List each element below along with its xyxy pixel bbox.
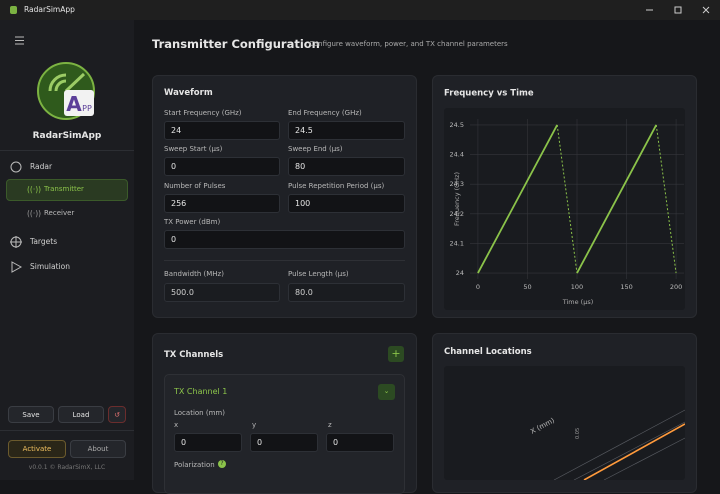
window-title: RadarSimApp xyxy=(24,5,75,14)
axis-tick: 0.05 xyxy=(575,428,581,439)
field-input[interactable]: 24 xyxy=(164,121,280,140)
logo-pp: PP xyxy=(82,104,92,113)
page-title: Transmitter Configuration xyxy=(152,37,320,51)
menu-icon[interactable] xyxy=(14,36,26,46)
nav-selected[interactable] xyxy=(6,179,128,201)
y-tick-label: 24.5 xyxy=(450,121,464,129)
about-button[interactable]: About xyxy=(70,440,126,458)
help-icon[interactable]: ? xyxy=(218,460,226,468)
location-label: Location (mm) xyxy=(174,409,225,417)
version: v0.0.1 © RadarSimX, LLC xyxy=(28,464,106,471)
x-tick-label: 150 xyxy=(620,283,632,291)
radar-icon xyxy=(10,161,22,173)
collapse-button[interactable]: ⌄ xyxy=(378,384,395,400)
waveform-title: Waveform xyxy=(164,88,213,98)
x-tick-label: 100 xyxy=(571,283,583,291)
x-axis-label: Time (μs) xyxy=(562,298,594,306)
field-input[interactable]: 256 xyxy=(164,194,280,213)
divider xyxy=(0,150,134,151)
field-input[interactable]: 80 xyxy=(288,157,405,176)
channel-name: TX Channel 1 xyxy=(174,387,228,396)
3d-plot: X (mm) 0.05 xyxy=(444,366,685,480)
nav-radar[interactable]: Radar xyxy=(30,162,53,171)
nav-receiver-icon: ((·)) xyxy=(27,209,42,218)
field-label: End Frequency (GHz) xyxy=(288,109,362,117)
field-input[interactable]: 0 xyxy=(164,157,280,176)
reset-button[interactable]: ↺ xyxy=(108,406,126,423)
y-tick-label: 24.1 xyxy=(450,239,464,247)
nav-simulation[interactable]: Simulation xyxy=(30,262,70,271)
app-icon xyxy=(10,6,17,14)
axis-label: x xyxy=(174,421,179,429)
frequency-segment xyxy=(556,124,578,274)
axis-label: y xyxy=(252,421,257,429)
field-readonly: 500.0 xyxy=(164,283,280,302)
field-label: Bandwidth (MHz) xyxy=(164,270,224,278)
logo: A PP xyxy=(37,62,95,120)
channel-locations-title: Channel Locations xyxy=(444,347,532,357)
field-label: Number of Pulses xyxy=(164,182,226,190)
field-input[interactable]: 100 xyxy=(288,194,405,213)
logo-a: A xyxy=(66,92,82,116)
window-controls[interactable] xyxy=(640,0,720,20)
add-channel-button[interactable]: + xyxy=(388,346,404,362)
field-readonly: 80.0 xyxy=(288,283,405,302)
plot-background xyxy=(444,108,685,310)
y-tick-label: 24.2 xyxy=(450,210,464,218)
frequency-segment xyxy=(576,124,658,274)
x-tick-label: 0 xyxy=(476,283,480,291)
x-tick-label: 50 xyxy=(523,283,531,291)
simulation-icon xyxy=(11,261,22,273)
field-label: Sweep End (μs) xyxy=(288,145,343,153)
save-button[interactable]: Save xyxy=(8,406,54,423)
frequency-segment xyxy=(477,124,558,274)
y-tick-label: 24 xyxy=(456,269,464,277)
location-input[interactable]: 0 xyxy=(174,433,242,452)
field-label: Pulse Repetition Period (μs) xyxy=(288,182,385,190)
page-subtitle: Configure waveform, power, and TX channe… xyxy=(309,40,508,48)
y-axis-label: Frequency (GHz) xyxy=(453,172,461,226)
y-tick-label: 24.3 xyxy=(450,180,464,188)
frequency-segment xyxy=(655,124,677,274)
location-input[interactable]: 0 xyxy=(326,433,394,452)
nav-transmitter-icon: ((·)) xyxy=(27,185,42,194)
field-label: Sweep Start (μs) xyxy=(164,145,223,153)
field-label: Pulse Length (μs) xyxy=(288,270,349,278)
activate-button[interactable]: Activate xyxy=(8,440,66,458)
field-label: Start Frequency (GHz) xyxy=(164,109,242,117)
polarization-label: Polarization xyxy=(174,461,215,469)
divider xyxy=(0,430,134,431)
nav-targets[interactable]: Targets xyxy=(30,237,58,246)
load-button[interactable]: Load xyxy=(58,406,104,423)
chart-title: Frequency vs Time xyxy=(444,89,534,99)
frequency-chart: Frequency vs Time Time (μs) Frequency (G… xyxy=(444,89,685,310)
nav-receiver[interactable]: Receiver xyxy=(44,209,75,217)
app-name: RadarSimApp xyxy=(32,131,102,141)
title-bar: RadarSimApp xyxy=(0,0,720,20)
tx-channels-title: TX Channels xyxy=(164,350,224,360)
location-input[interactable]: 0 xyxy=(250,433,318,452)
field-input[interactable]: 24.5 xyxy=(288,121,405,140)
y-tick-label: 24.4 xyxy=(450,151,464,159)
targets-icon xyxy=(10,236,22,248)
nav-transmitter[interactable]: Transmitter xyxy=(44,185,84,193)
field-label: TX Power (dBm) xyxy=(164,218,221,226)
sidebar: A PP RadarSimApp Radar ((·)) Transmitter… xyxy=(0,20,134,480)
divider xyxy=(164,260,405,261)
x-tick-label: 200 xyxy=(670,283,682,291)
field-input[interactable]: 0 xyxy=(164,230,405,249)
axis-label: z xyxy=(328,421,332,429)
